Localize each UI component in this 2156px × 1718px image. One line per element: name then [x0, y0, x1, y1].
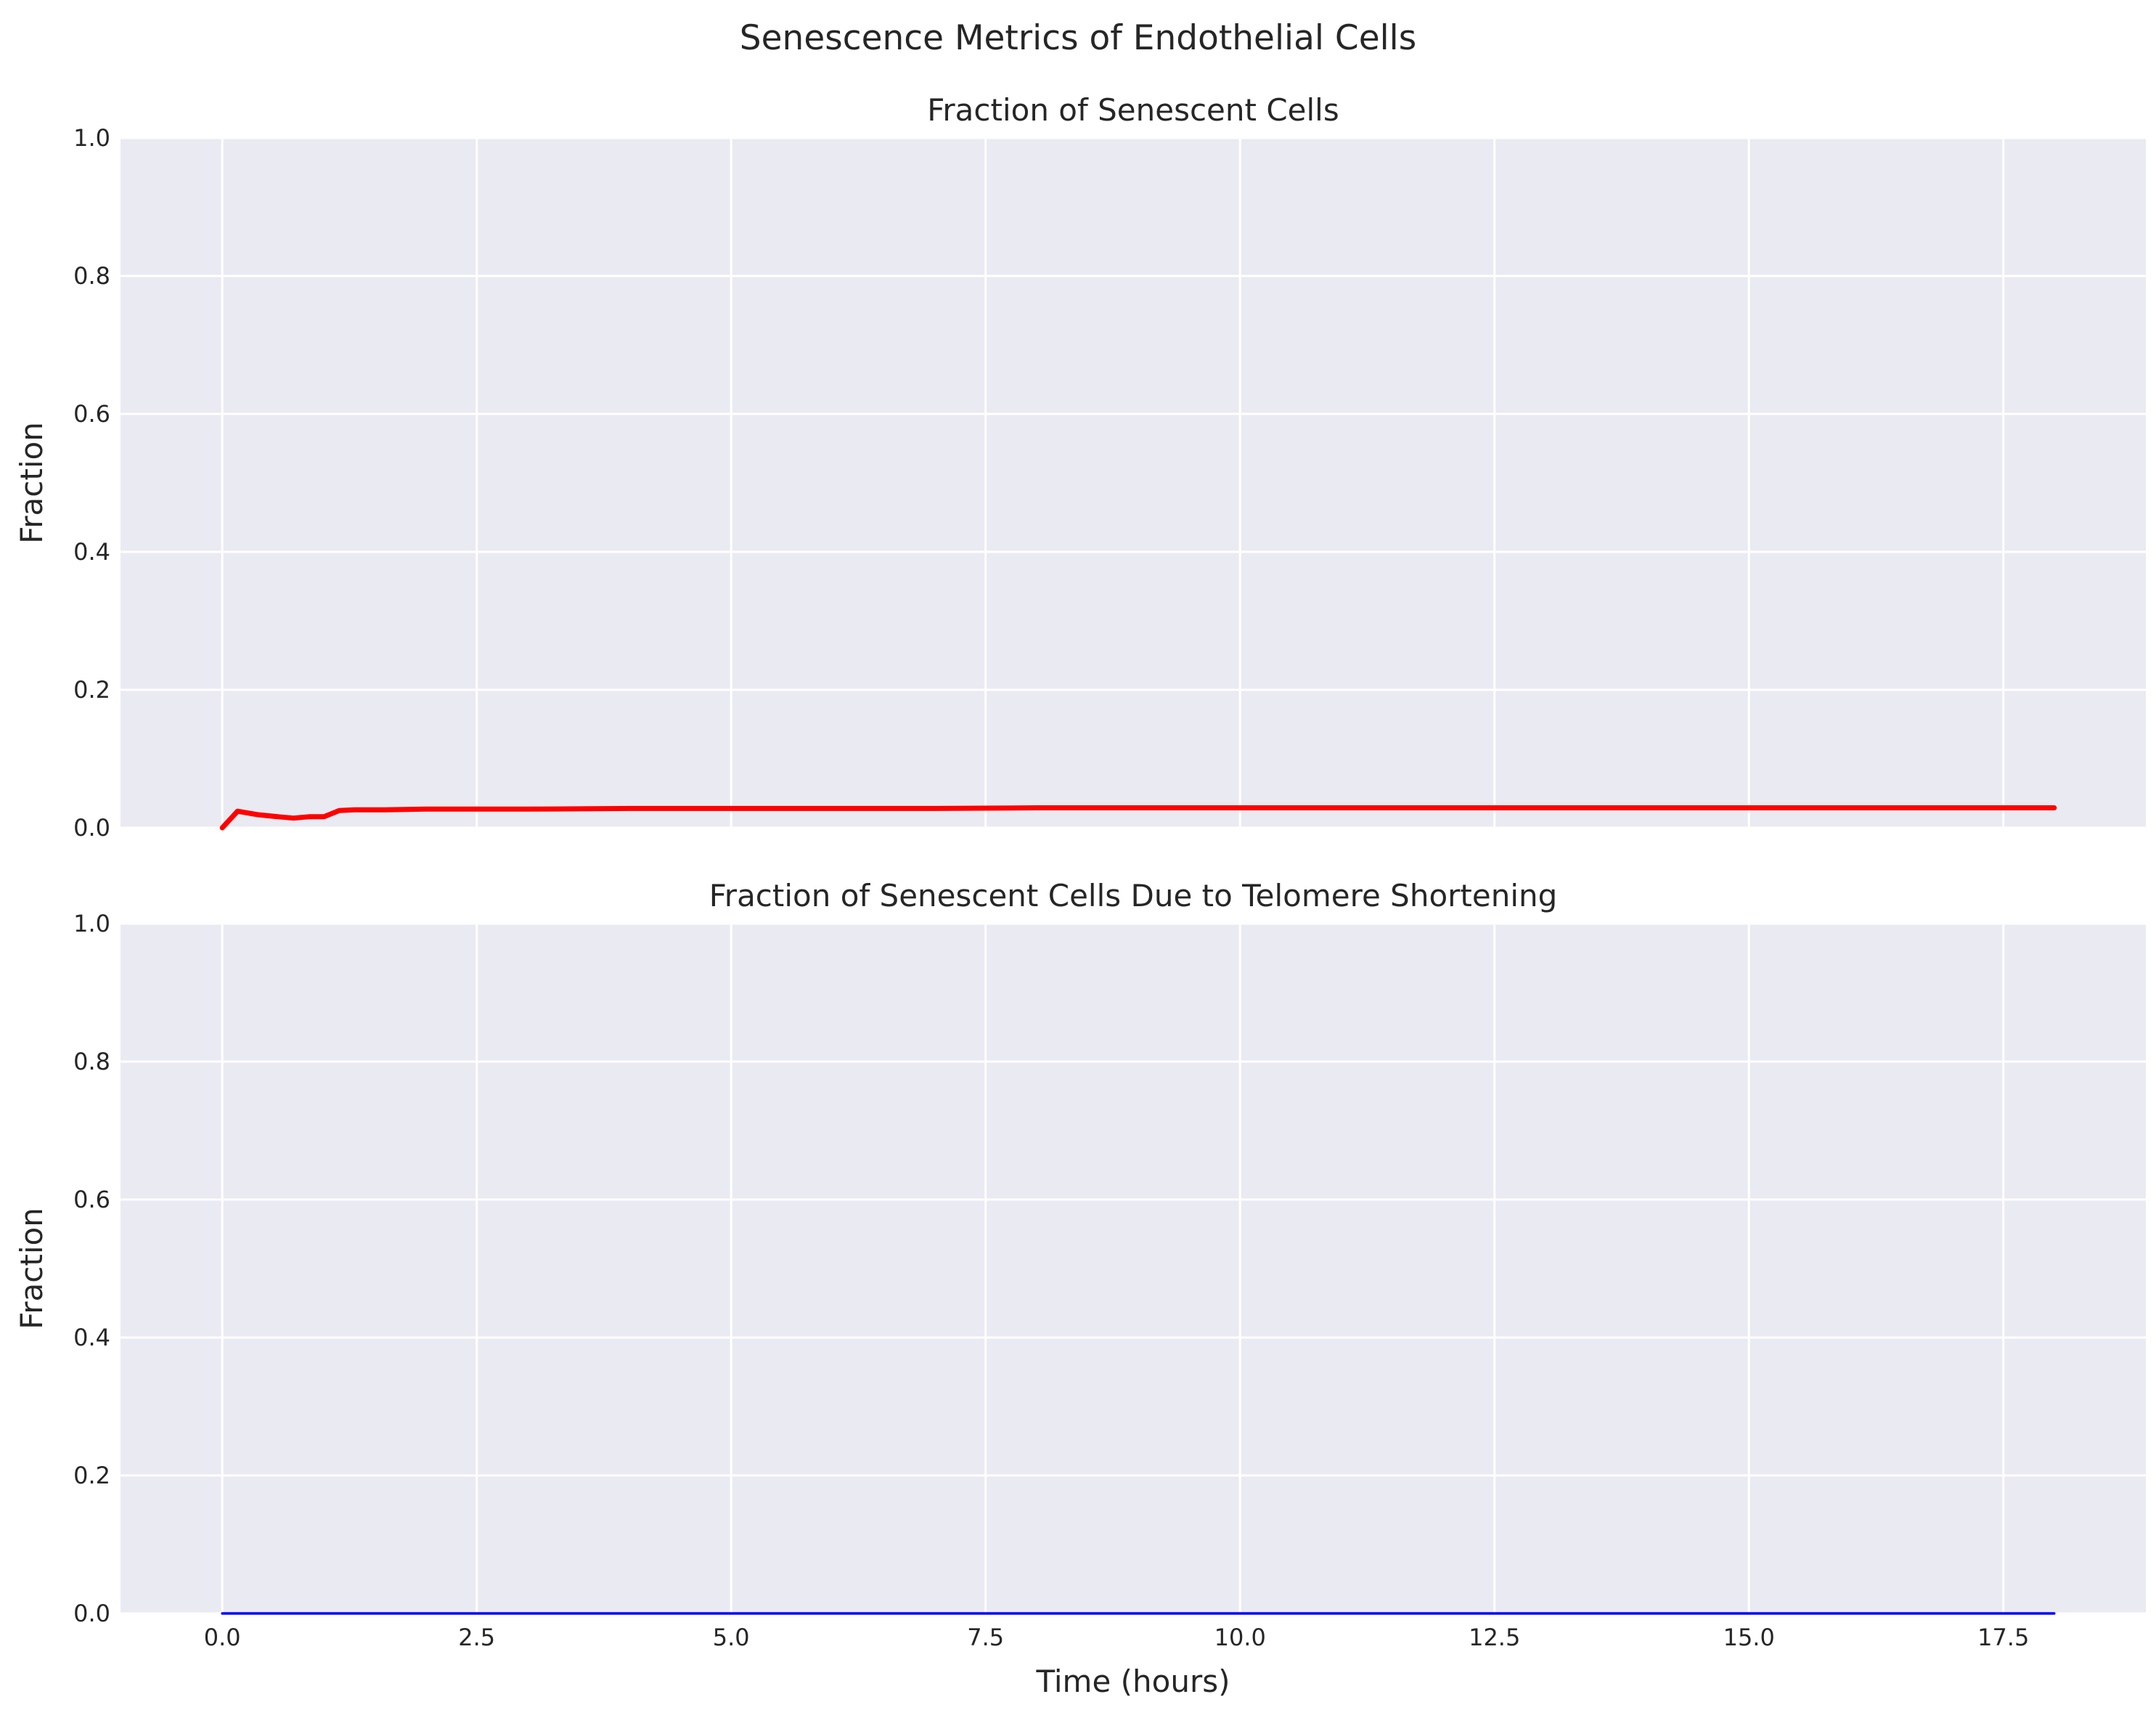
x-axis-label: Time (hours) — [1036, 1664, 1230, 1699]
y-tick-label: 0.6 — [73, 400, 110, 428]
plot-area — [121, 138, 2146, 828]
series-lines — [219, 805, 2057, 831]
y-tick-label: 0.0 — [73, 814, 110, 842]
y-tick-label: 1.0 — [73, 124, 110, 152]
tick-labels: 0.0 0.2 0.4 0.6 0.8 1.0 — [73, 124, 110, 842]
x-tick-label: 0.0 — [204, 1624, 241, 1651]
y-axis-label: Fraction — [14, 422, 49, 544]
y-tick-label: 0.6 — [73, 1186, 110, 1213]
y-tick-label: 0.8 — [73, 1048, 110, 1075]
panel-title: Fraction of Senescent Cells — [927, 92, 1339, 128]
y-tick-label: 0.2 — [73, 1462, 110, 1489]
y-tick-label: 0.4 — [73, 538, 110, 566]
x-tick-label: 7.5 — [967, 1624, 1004, 1651]
x-tick-label: 5.0 — [713, 1624, 750, 1651]
tick-labels: 0.0 2.5 5.0 7.5 10.0 12.5 15.0 17.5 0.0 0.2 0.4 0.6… — [73, 910, 2029, 1651]
panel-title: Fraction of Senescent Cells Due to Telom… — [709, 878, 1558, 913]
y-tick-label: 0.2 — [73, 676, 110, 704]
gridlines — [121, 137, 2146, 829]
telomere-senescent-fraction-panel: 0.0 2.5 5.0 7.5 10.0 12.5 15.0 17.5 0.0 0.2 0.4 0.6… — [14, 878, 2146, 1699]
x-tick-label: 10.0 — [1214, 1624, 1266, 1651]
senescent-fraction-panel: 0.0 0.2 0.4 0.6 0.8 1.0 Fraction of Senescent… — [14, 92, 2146, 842]
series-line — [219, 805, 2057, 831]
x-tick-label: 15.0 — [1723, 1624, 1775, 1651]
x-tick-label: 2.5 — [458, 1624, 495, 1651]
y-axis-label: Fraction — [14, 1208, 49, 1330]
plot-area — [121, 924, 2146, 1613]
y-tick-label: 0.0 — [73, 1600, 110, 1627]
y-tick-label: 0.8 — [73, 262, 110, 290]
x-tick-label: 17.5 — [1977, 1624, 2029, 1651]
y-tick-label: 1.0 — [73, 910, 110, 937]
y-tick-label: 0.4 — [73, 1324, 110, 1351]
figure-suptitle: Senescence Metrics of Endothelial Cells — [740, 18, 1416, 58]
x-tick-label: 12.5 — [1469, 1624, 1520, 1651]
